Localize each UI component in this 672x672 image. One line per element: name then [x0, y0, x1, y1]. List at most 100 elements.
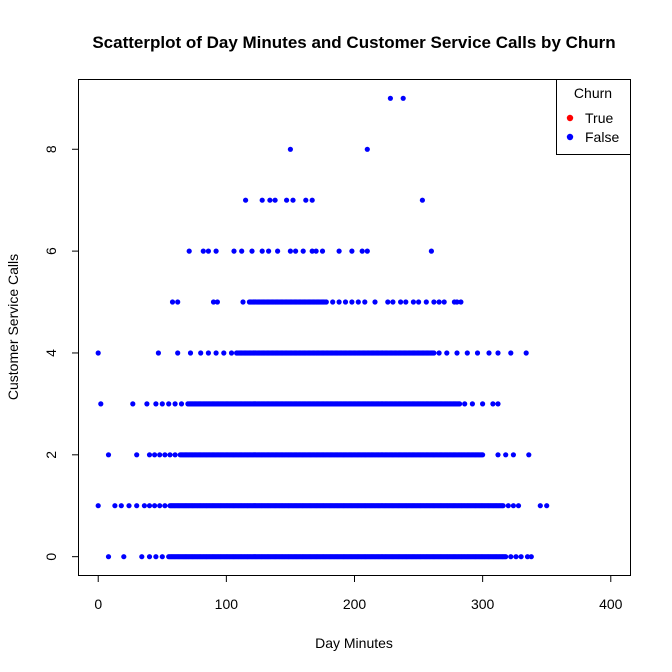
legend-label-false: False: [585, 129, 619, 145]
data-point: [323, 299, 329, 305]
data-point: [400, 95, 406, 101]
x-tick-label: 400: [599, 596, 623, 612]
data-point: [153, 401, 159, 407]
chart-title: Scatterplot of Day Minutes and Customer …: [92, 33, 615, 52]
data-point: [508, 350, 514, 356]
data-point: [228, 350, 235, 356]
data-point: [146, 452, 153, 458]
data-point: [336, 299, 342, 305]
data-point: [398, 299, 404, 305]
data-point: [359, 248, 365, 254]
data-point: [205, 248, 211, 254]
data-point: [309, 248, 315, 254]
data-point: [364, 146, 370, 152]
data-point: [403, 299, 409, 305]
data-point: [319, 248, 326, 254]
y-axis-label: Customer Service Calls: [5, 254, 21, 400]
data-point: [349, 248, 355, 254]
x-tick-label: 300: [471, 596, 495, 612]
y-axis: 0 2 4 6 8: [43, 145, 79, 561]
data-point: [287, 248, 293, 254]
data-point: [175, 299, 181, 305]
data-point: [95, 350, 101, 356]
data-point: [272, 197, 278, 203]
data-point: [121, 554, 127, 560]
data-point: [364, 248, 370, 254]
data-point: [287, 146, 293, 152]
data-point: [169, 299, 176, 305]
data-point: [105, 554, 112, 560]
legend-label-true: True: [585, 110, 613, 126]
data-point: [457, 401, 463, 407]
points-layer: [95, 95, 550, 560]
data-point: [505, 503, 511, 509]
legend: Churn True False: [556, 79, 631, 155]
legend-marker-true: [566, 114, 574, 122]
data-point: [513, 554, 519, 560]
data-point: [139, 554, 145, 560]
data-point: [495, 452, 501, 458]
data-point: [259, 248, 265, 254]
y-tick-label: 2: [43, 451, 59, 459]
data-point: [480, 452, 486, 458]
data-point: [441, 299, 447, 305]
data-point: [213, 248, 219, 254]
data-point: [152, 503, 158, 509]
data-point: [134, 452, 140, 458]
data-point: [259, 197, 265, 203]
y-tick-label: 8: [43, 145, 59, 153]
data-point: [95, 503, 101, 509]
data-point: [464, 350, 470, 356]
data-point: [423, 299, 429, 305]
data-point: [518, 554, 524, 560]
data-point: [510, 503, 516, 509]
data-point: [537, 503, 543, 509]
data-point: [293, 248, 299, 254]
data-point: [118, 503, 124, 509]
data-point: [290, 197, 296, 203]
data-point: [162, 503, 168, 509]
data-point: [303, 197, 309, 203]
data-point: [309, 197, 315, 203]
y-tick-label: 0: [43, 553, 59, 561]
data-point: [390, 299, 396, 305]
data-point: [480, 401, 486, 407]
data-point: [436, 350, 442, 356]
data-point: [336, 248, 342, 254]
data-point: [141, 503, 147, 509]
data-point: [355, 299, 361, 305]
data-point: [162, 452, 168, 458]
x-tick-label: 0: [94, 596, 102, 612]
data-point: [419, 197, 425, 203]
data-point: [526, 452, 532, 458]
data-point: [495, 350, 501, 356]
data-point: [249, 248, 255, 254]
data-point: [508, 554, 514, 560]
data-point: [313, 248, 319, 254]
data-point: [503, 554, 509, 560]
data-point: [210, 299, 217, 305]
data-point: [159, 401, 165, 407]
data-point: [410, 299, 416, 305]
data-point: [490, 401, 496, 407]
data-point: [231, 248, 237, 254]
data-point: [330, 299, 336, 305]
data-point: [153, 554, 159, 560]
data-point: [300, 248, 306, 254]
data-point: [243, 197, 249, 203]
data-point: [431, 350, 437, 356]
data-point: [524, 554, 531, 560]
data-point: [349, 299, 355, 305]
data-point: [544, 503, 550, 509]
legend-box: [556, 79, 631, 155]
data-point: [152, 452, 158, 458]
y-tick-label: 6: [43, 247, 59, 255]
data-point: [172, 401, 178, 407]
data-point: [214, 299, 220, 305]
data-point: [166, 401, 172, 407]
data-point: [175, 350, 181, 356]
data-point: [266, 248, 272, 254]
data-point: [342, 299, 349, 305]
data-point: [112, 503, 118, 509]
data-point: [495, 401, 501, 407]
